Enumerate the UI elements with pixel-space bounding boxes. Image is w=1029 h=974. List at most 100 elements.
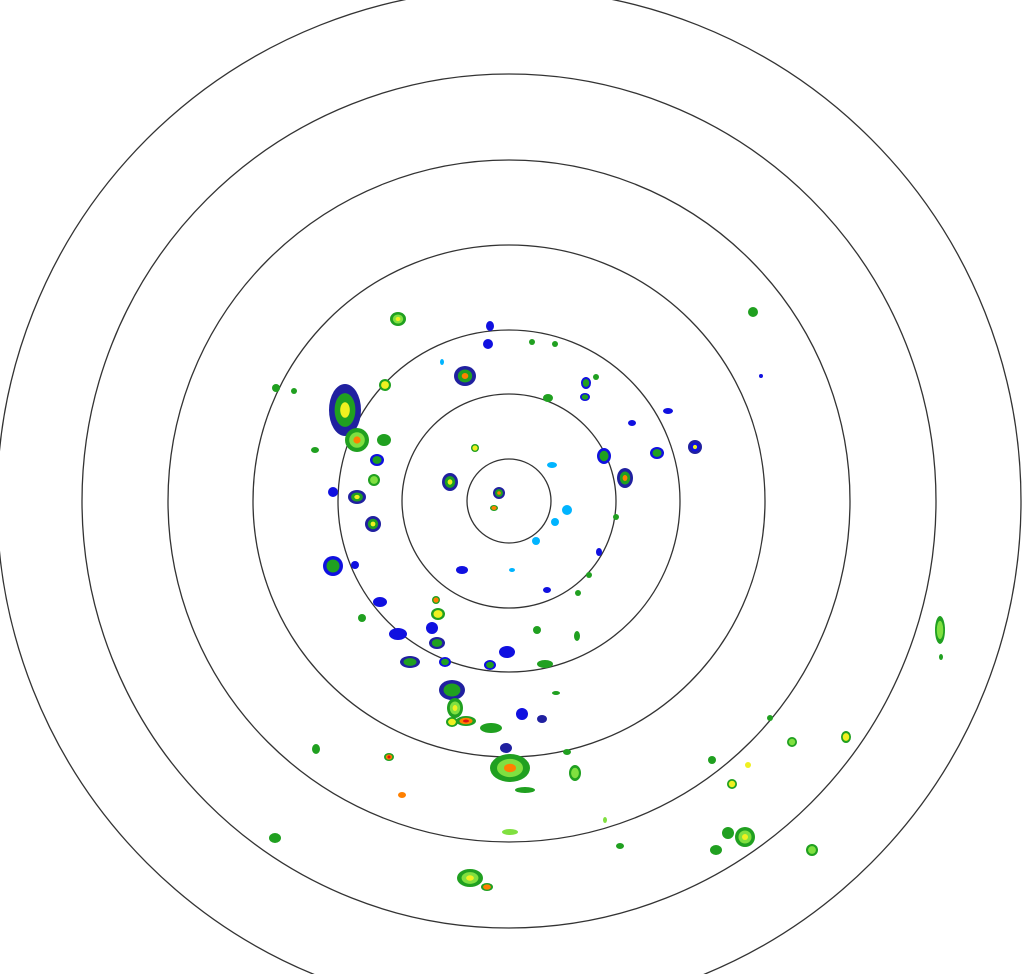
echo-cyan <box>551 518 559 526</box>
echo-blue <box>663 408 673 414</box>
echo-blue <box>456 566 468 574</box>
echo-cell <box>329 384 361 436</box>
echo-green <box>515 787 535 793</box>
echo-orange <box>491 506 497 510</box>
echo-green <box>586 572 592 578</box>
echo-cell <box>481 883 493 891</box>
echo-cell <box>767 715 773 721</box>
echo-blue <box>759 374 763 378</box>
echo-cell <box>373 597 387 607</box>
echo-yellow <box>728 780 736 788</box>
range-ring-6 <box>81 73 937 929</box>
echo-yellow <box>466 875 474 881</box>
echo-green <box>486 661 494 669</box>
echo-green <box>291 388 297 394</box>
echo-cell <box>603 817 607 823</box>
echo-green <box>358 614 366 622</box>
echo-cell <box>440 359 444 365</box>
echo-cell <box>551 518 559 526</box>
echo-green <box>767 715 773 721</box>
echo-cell <box>516 708 528 720</box>
echo-cell <box>532 537 540 545</box>
echo-light-green <box>603 817 607 823</box>
echo-cell <box>745 762 751 768</box>
echo-cell <box>710 845 722 855</box>
echo-cell <box>377 434 391 446</box>
echo-green <box>748 307 758 317</box>
echo-cell <box>456 716 476 726</box>
echo-dark-blue <box>537 715 547 723</box>
echo-yellow <box>433 610 443 618</box>
echo-cell <box>841 731 851 743</box>
echo-cell <box>379 379 391 391</box>
echo-cell <box>569 765 581 781</box>
echo-cell <box>593 374 599 380</box>
echo-cell <box>365 516 381 532</box>
echo-cell <box>398 792 406 798</box>
echo-light-green <box>936 620 944 640</box>
echo-cell <box>688 440 702 454</box>
echo-orange <box>461 373 469 379</box>
echo-cell <box>429 637 445 649</box>
echo-cell <box>486 321 494 331</box>
echo-cell <box>370 454 384 466</box>
echo-cell <box>515 787 535 793</box>
echo-yellow <box>472 445 478 451</box>
echo-green <box>613 514 619 520</box>
echo-cell <box>384 753 394 761</box>
echo-green <box>722 827 734 839</box>
echo-orange <box>622 475 628 481</box>
echo-cell <box>628 420 636 426</box>
echo-green <box>939 654 943 660</box>
echo-cell <box>348 490 366 504</box>
echo-cell <box>454 366 476 386</box>
echo-cell <box>529 339 535 345</box>
echo-green <box>443 683 461 697</box>
echo-green <box>710 845 722 855</box>
echo-cell <box>400 656 420 668</box>
echo-light-green <box>808 846 816 854</box>
echo-red <box>463 719 469 723</box>
echo-red <box>387 755 391 759</box>
echo-orange <box>353 436 361 444</box>
precipitation-echoes <box>269 307 945 891</box>
echo-light-green <box>788 738 796 746</box>
echo-cyan <box>562 505 572 515</box>
echo-cell <box>735 827 755 847</box>
echo-blue <box>426 622 438 634</box>
range-ring-2 <box>401 393 617 609</box>
echo-cyan <box>547 462 557 468</box>
echo-cell <box>537 715 547 723</box>
echo-cell <box>748 307 758 317</box>
echo-green <box>480 723 502 733</box>
echo-yellow <box>745 762 751 768</box>
echo-dark-blue <box>500 743 512 753</box>
echo-cell <box>389 628 407 640</box>
echo-cell <box>457 869 483 887</box>
echo-yellow <box>692 444 698 450</box>
echo-cell <box>345 428 369 452</box>
echo-cell <box>456 566 468 574</box>
echo-cell <box>533 626 541 634</box>
echo-green <box>543 394 553 402</box>
echo-cyan <box>532 537 540 545</box>
echo-cell <box>727 779 737 789</box>
echo-cell <box>586 572 592 578</box>
echo-cell <box>552 341 558 347</box>
echo-green <box>563 749 571 755</box>
echo-yellow <box>452 705 458 711</box>
echo-orange <box>483 884 491 890</box>
range-ring-4 <box>252 244 766 758</box>
echo-blue <box>543 587 551 593</box>
echo-green <box>372 456 382 464</box>
echo-yellow <box>381 381 389 389</box>
echo-cell <box>617 468 633 488</box>
range-ring-3 <box>337 329 681 673</box>
echo-cell <box>480 723 502 733</box>
echo-blue <box>499 646 515 658</box>
echo-cell <box>500 743 512 753</box>
echo-cell <box>490 505 498 511</box>
